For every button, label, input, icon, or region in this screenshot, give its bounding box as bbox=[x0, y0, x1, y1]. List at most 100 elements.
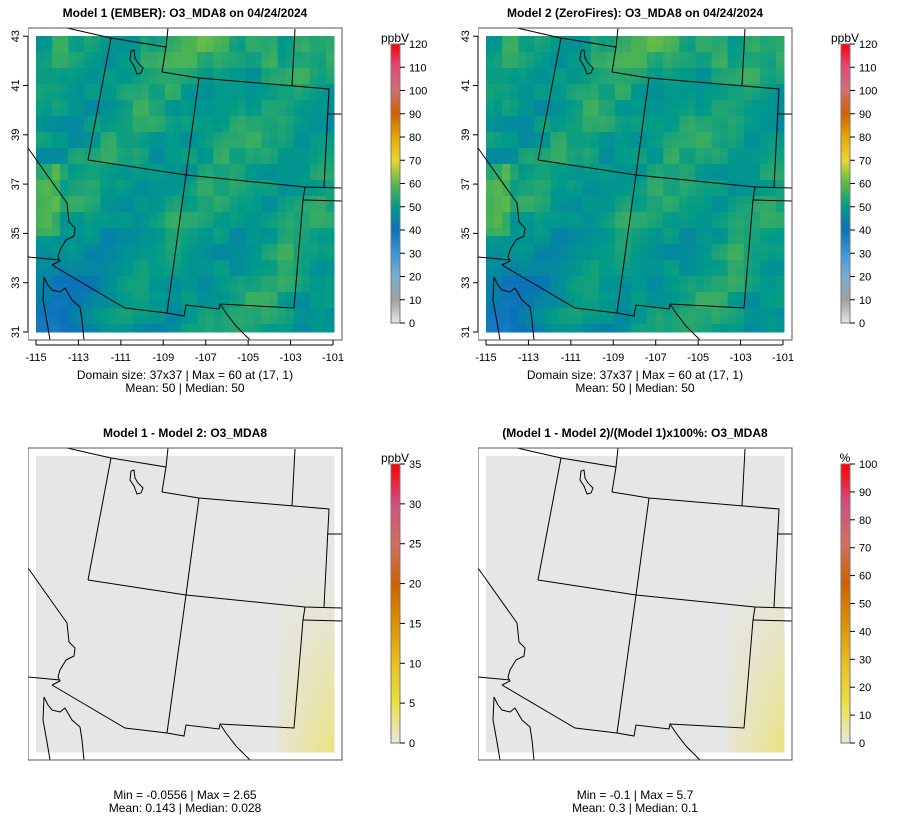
grid-cell bbox=[213, 276, 222, 285]
grid-cell bbox=[180, 584, 190, 593]
grid-cell bbox=[245, 664, 254, 673]
grid-cell bbox=[687, 108, 696, 117]
grid-cell bbox=[518, 464, 527, 473]
grid-cell bbox=[36, 92, 45, 101]
grid-cell bbox=[759, 472, 769, 481]
grid-cell bbox=[172, 672, 182, 681]
grid-cell bbox=[261, 180, 271, 189]
grid-cell bbox=[245, 720, 254, 729]
grid-cell bbox=[269, 744, 279, 753]
grid-cell bbox=[140, 520, 150, 529]
grid-cell bbox=[229, 244, 238, 253]
grid-cell bbox=[148, 260, 158, 269]
grid-cell bbox=[767, 308, 777, 317]
grid-cell bbox=[76, 552, 85, 561]
grid-cell bbox=[719, 236, 729, 245]
grid-cell bbox=[156, 680, 166, 689]
grid-cell bbox=[205, 704, 214, 713]
grid-cell bbox=[566, 188, 576, 197]
grid-cell bbox=[574, 172, 584, 181]
grid-cell bbox=[606, 236, 616, 245]
grid-cell bbox=[293, 276, 303, 285]
grid-cell bbox=[108, 164, 118, 173]
grid-cell bbox=[671, 180, 680, 189]
grid-cell bbox=[92, 616, 101, 625]
grid-cell bbox=[566, 164, 576, 173]
grid-cell bbox=[92, 244, 101, 253]
grid-cell bbox=[614, 60, 624, 69]
grid-cell bbox=[277, 44, 287, 53]
grid-cell bbox=[301, 260, 311, 269]
grid-cell bbox=[44, 140, 53, 149]
grid-cell bbox=[317, 132, 327, 141]
grid-cell bbox=[269, 608, 279, 617]
grid-cell bbox=[574, 228, 584, 237]
grid-cell bbox=[630, 180, 640, 189]
grid-cell bbox=[116, 260, 126, 269]
grid-cell bbox=[189, 228, 198, 237]
grid-cell bbox=[116, 108, 126, 117]
grid-cell bbox=[542, 204, 551, 213]
map-plot: -115 -113 -111 -109 -107 -105 -103 -10131333537… bbox=[450, 0, 877, 420]
grid-cell bbox=[108, 228, 118, 237]
grid-cell bbox=[189, 544, 198, 553]
grid-cell bbox=[510, 512, 519, 521]
grid-cell bbox=[518, 456, 527, 465]
grid-cell bbox=[140, 244, 150, 253]
grid-cell bbox=[494, 308, 503, 317]
grid-cell bbox=[309, 512, 319, 521]
grid-cell bbox=[108, 316, 118, 325]
grid-cell bbox=[36, 512, 45, 521]
grid-cell bbox=[630, 124, 640, 133]
grid-cell bbox=[639, 552, 648, 561]
grid-cell bbox=[229, 132, 238, 141]
grid-cell bbox=[277, 196, 287, 205]
grid-cell bbox=[237, 276, 246, 285]
grid-cell bbox=[526, 260, 535, 269]
grid-cell bbox=[213, 44, 222, 53]
grid-cell bbox=[261, 236, 271, 245]
grid-cell bbox=[711, 68, 721, 77]
grid-cell bbox=[36, 712, 45, 721]
grid-cell bbox=[132, 672, 142, 681]
grid-cell bbox=[253, 156, 263, 165]
grid-cell bbox=[52, 204, 61, 213]
grid-cell bbox=[180, 76, 190, 85]
grid-cell bbox=[92, 292, 101, 301]
grid-cell bbox=[100, 316, 109, 325]
grid-cell bbox=[711, 528, 721, 537]
grid-cell bbox=[180, 148, 190, 157]
grid-cell bbox=[687, 68, 696, 77]
grid-cell bbox=[205, 220, 214, 229]
grid-cell bbox=[100, 140, 109, 149]
grid-cell bbox=[245, 316, 254, 325]
grid-cell bbox=[261, 124, 271, 133]
grid-cell bbox=[743, 68, 753, 77]
grid-cell bbox=[285, 552, 295, 561]
grid-cell bbox=[671, 464, 680, 473]
grid-cell bbox=[237, 116, 246, 125]
grid-cell bbox=[534, 100, 543, 109]
grid-cell bbox=[751, 584, 761, 593]
grid-cell bbox=[510, 552, 519, 561]
grid-cell bbox=[108, 688, 118, 697]
grid-cell bbox=[68, 480, 77, 489]
grid-cell bbox=[655, 172, 664, 181]
grid-cell bbox=[301, 472, 311, 481]
grid-cell bbox=[687, 512, 696, 521]
grid-cell bbox=[100, 124, 109, 133]
grid-cell bbox=[542, 308, 551, 317]
grid-cell bbox=[293, 600, 303, 609]
grid-cell bbox=[550, 504, 559, 513]
grid-cell bbox=[719, 560, 729, 569]
grid-cell bbox=[237, 536, 246, 545]
grid-cell bbox=[197, 164, 206, 173]
grid-cell bbox=[76, 496, 85, 505]
grid-cell bbox=[590, 276, 600, 285]
grid-cell bbox=[325, 292, 335, 301]
grid-cell bbox=[622, 100, 632, 109]
grid-cell bbox=[614, 76, 624, 85]
grid-cell bbox=[108, 244, 118, 253]
grid-cell bbox=[36, 552, 45, 561]
grid-cell bbox=[92, 212, 101, 221]
